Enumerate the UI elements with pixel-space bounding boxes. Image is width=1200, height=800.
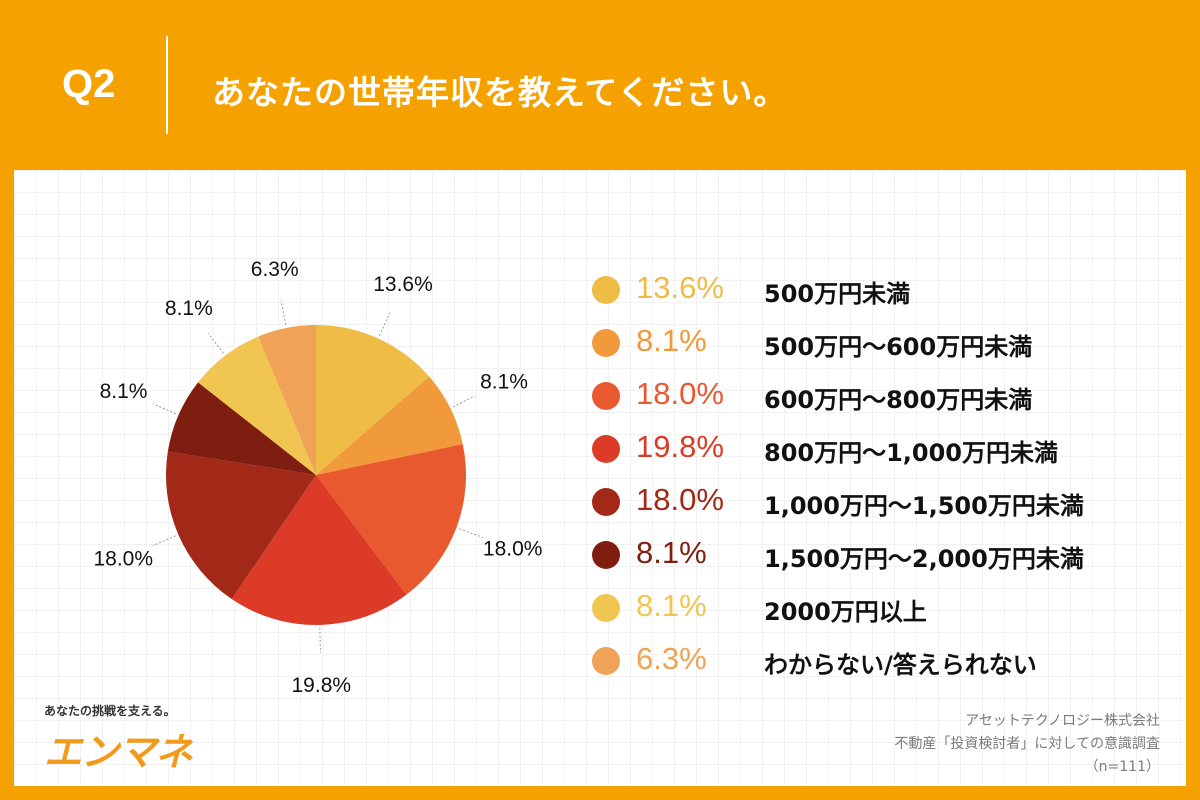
legend-item: 6.3% わからない/答えられない (592, 635, 1172, 688)
legend-label: 500万円〜600万円未満 (764, 333, 1033, 361)
data-label-leader (207, 333, 224, 354)
pie-slice (316, 444, 466, 595)
data-label-leader (459, 528, 483, 538)
data-label: 8.1% (480, 370, 528, 393)
legend-percent: 8.1% (636, 535, 707, 570)
legend-swatch (592, 541, 620, 569)
pie-slice (231, 475, 407, 625)
question-text: あなたの世帯年収を教えてください。 (212, 73, 788, 112)
pie-slice (167, 382, 316, 475)
pie-slice (258, 325, 316, 475)
data-label-leader (378, 312, 391, 336)
legend-swatch (592, 329, 620, 357)
data-label-leader (152, 403, 176, 415)
legend-percent: 18.0% (636, 376, 724, 411)
legend-item: 8.1% 500万円〜600万円未満 (592, 317, 1172, 370)
legend: 13.6% 500万円未満 8.1% 500万円〜600万円未満 18.0% 600万円〜… (592, 264, 1172, 688)
legend-swatch (592, 435, 620, 463)
data-label: 8.1% (100, 380, 148, 403)
question-number: Q2 (62, 62, 116, 106)
data-label: 13.6% (373, 273, 433, 296)
legend-swatch (592, 276, 620, 304)
legend-percent: 18.0% (636, 482, 724, 517)
legend-percent: 6.3% (636, 641, 707, 676)
pie-slice (198, 336, 316, 475)
legend-item: 18.0% 600万円〜800万円未満 (592, 370, 1172, 423)
legend-percent: 8.1% (636, 588, 707, 623)
data-label: 8.1% (165, 297, 213, 320)
brand-tagline: あなたの挑戦を支える。 (44, 704, 176, 718)
data-label-leader (280, 300, 287, 326)
legend-item: 19.8% 800万円〜1,000万円未満 (592, 423, 1172, 476)
legend-label: 500万円未満 (764, 280, 911, 308)
legend-label: 600万円〜800万円未満 (764, 386, 1033, 414)
legend-swatch (592, 647, 620, 675)
brand: あなたの挑戦を支える。 エンマネ (44, 702, 193, 776)
legend-percent: 13.6% (636, 270, 724, 305)
pie-slice (166, 451, 316, 600)
legend-item: 8.1% 2000万円以上 (592, 582, 1172, 635)
data-label-leader (152, 535, 176, 547)
legend-label: 1,000万円〜1,500万円未満 (764, 492, 1084, 520)
header-divider (166, 36, 168, 134)
legend-label: 800万円〜1,000万円未満 (764, 439, 1059, 467)
data-label-leader (452, 395, 476, 408)
survey-source: アセットテクノロジー株式会社 不動産「投資検討者」に対しての意識調査 （n=11… (894, 710, 1160, 779)
brand-logo: エンマネ (44, 730, 193, 774)
pie-slice (316, 376, 463, 475)
data-label-leader (319, 627, 321, 653)
legend-percent: 8.1% (636, 323, 707, 358)
legend-percent: 19.8% (636, 429, 724, 464)
legend-item: 8.1% 1,500万円〜2,000万円未満 (592, 529, 1172, 582)
source-company: アセットテクノロジー株式会社 (965, 713, 1160, 729)
data-label: 18.0% (483, 538, 543, 561)
legend-item: 18.0% 1,000万円〜1,500万円未満 (592, 476, 1172, 529)
header: Q2 あなたの世帯年収を教えてください。 (0, 0, 1200, 170)
legend-label: わからない/答えられない (764, 651, 1037, 679)
legend-item: 13.6% 500万円未満 (592, 264, 1172, 317)
source-survey: 不動産「投資検討者」に対しての意識調査 (894, 736, 1160, 752)
data-label: 6.3% (251, 258, 299, 281)
legend-swatch (592, 382, 620, 410)
legend-label: 2000万円以上 (764, 598, 927, 626)
data-label: 19.8% (292, 674, 352, 697)
source-sample-size: （n=111） (1084, 759, 1160, 775)
pie-slice (316, 325, 430, 475)
data-label: 18.0% (93, 547, 153, 570)
legend-swatch (592, 594, 620, 622)
legend-label: 1,500万円〜2,000万円未満 (764, 545, 1084, 573)
legend-swatch (592, 488, 620, 516)
